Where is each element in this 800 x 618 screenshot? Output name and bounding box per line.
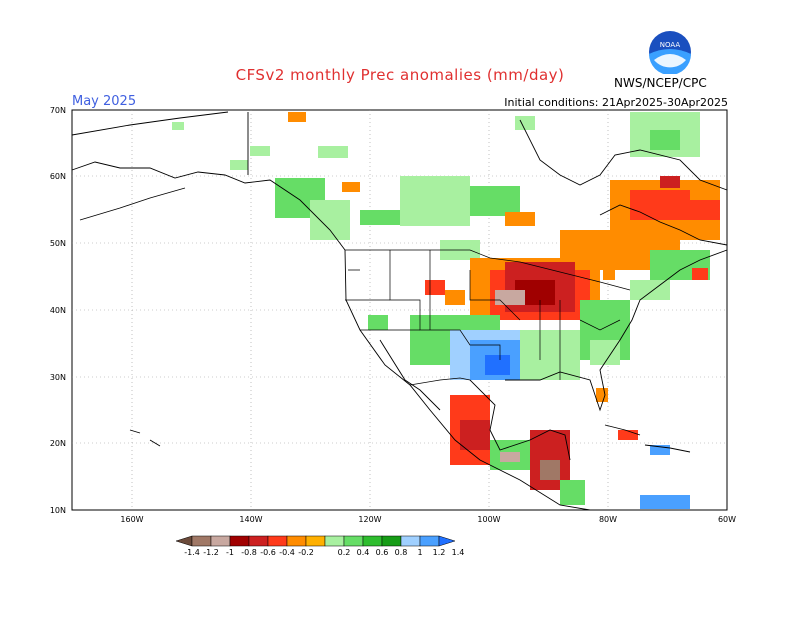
- forecast-month: May 2025: [72, 94, 137, 109]
- lat-tick-label: 60N: [50, 172, 66, 181]
- agency-label: NWS/NCEP/CPC: [614, 76, 707, 90]
- political-borders: [345, 249, 631, 386]
- colorbar-label: -0.8: [241, 548, 257, 557]
- colorbar-swatch: [229, 535, 250, 547]
- colorbar-label: -0.4: [279, 548, 295, 557]
- colorbar-label: 0.2: [338, 548, 351, 557]
- colorbar-swatch: [191, 535, 212, 547]
- lat-tick-label: 30N: [50, 373, 66, 382]
- colorbar: -1.4 -1.2 -1 -0.8 -0.6 -0.4 -0.2 0.2 0.4 0.6 0.8 1 1…: [175, 535, 465, 557]
- colorbar-swatch: [324, 535, 345, 547]
- colorbar-swatch: [248, 535, 269, 547]
- lat-tick-label: 50N: [50, 239, 66, 248]
- colorbar-swatch: [210, 535, 231, 547]
- colorbar-label: -1: [226, 548, 234, 557]
- colorbar-label: 1: [417, 548, 422, 557]
- chart-title: CFSv2 monthly Prec anomalies (mm/day): [235, 66, 565, 84]
- lon-axis-labels: 160W 140W 120W 100W 80W 60W: [120, 515, 736, 524]
- noaa-logo: NOAA: [649, 31, 691, 74]
- colorbar-swatch: [400, 535, 421, 547]
- lat-tick-label: 20N: [50, 439, 66, 448]
- colorbar-swatch: [362, 535, 383, 547]
- lat-tick-label: 10N: [50, 506, 66, 515]
- colorbar-label: 1.2: [433, 548, 446, 557]
- lon-tick-label: 100W: [477, 515, 500, 524]
- colorbar-arrow-left: [175, 535, 193, 547]
- svg-text:NOAA: NOAA: [660, 41, 681, 49]
- lon-tick-label: 120W: [358, 515, 381, 524]
- colorbar-label: 0.6: [376, 548, 389, 557]
- colorbar-label: -1.4: [184, 548, 200, 557]
- anomaly-field: [172, 112, 720, 509]
- colorbar-swatch: [343, 535, 364, 547]
- initial-conditions: Initial conditions: 21Apr2025-30Apr2025: [504, 96, 728, 109]
- lat-axis-labels: 70N 60N 50N 40N 30N 20N 10N: [50, 106, 66, 515]
- colorbar-swatch: [305, 535, 326, 547]
- colorbar-label: -0.2: [298, 548, 314, 557]
- coastlines: [71, 111, 728, 511]
- colorbar-swatch: [267, 535, 288, 547]
- lat-tick-label: 70N: [50, 106, 66, 115]
- colorbar-label: -1.2: [203, 548, 219, 557]
- colorbar-swatch: [419, 535, 440, 547]
- lon-tick-label: 140W: [239, 515, 262, 524]
- colorbar-label: -0.6: [260, 548, 276, 557]
- colorbar-swatch: [381, 535, 402, 547]
- lon-tick-label: 60W: [718, 515, 736, 524]
- lon-tick-label: 160W: [120, 515, 143, 524]
- lat-tick-label: 40N: [50, 306, 66, 315]
- lon-tick-label: 80W: [599, 515, 617, 524]
- colorbar-label: 0.8: [395, 548, 408, 557]
- colorbar-label: 0.4: [357, 548, 370, 557]
- colorbar-label: 1.4: [452, 548, 465, 557]
- colorbar-swatch: [286, 535, 307, 547]
- colorbar-arrow-right: [438, 535, 456, 547]
